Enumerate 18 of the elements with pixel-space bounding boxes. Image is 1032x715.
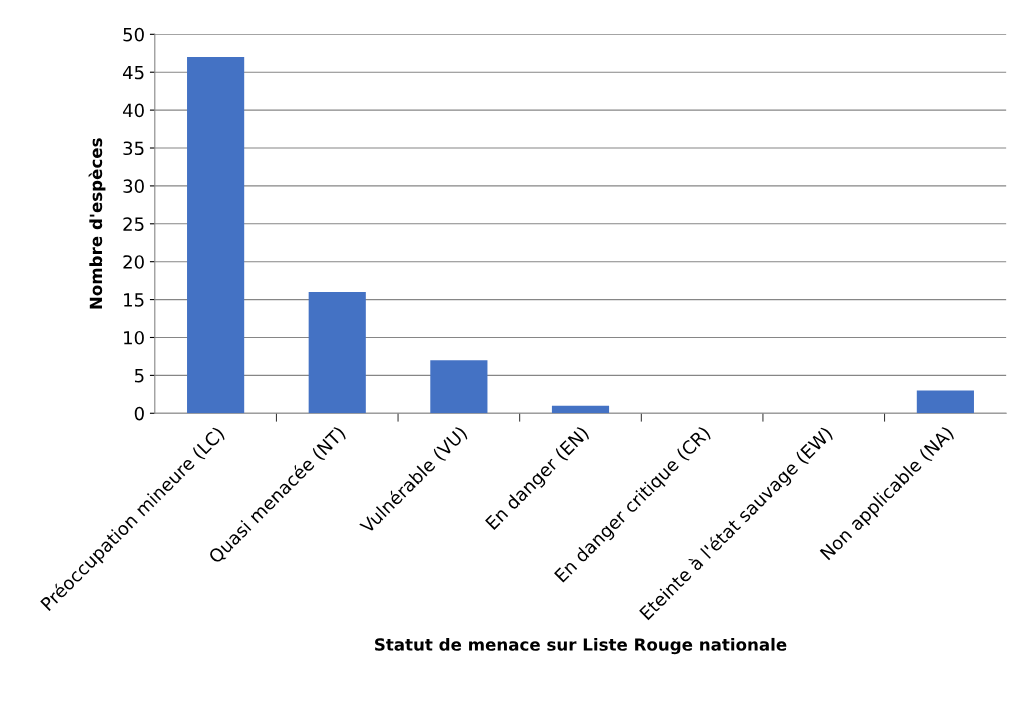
y-tick-label: 20 xyxy=(123,255,144,269)
y-tick-label: 35 xyxy=(123,141,144,156)
bar xyxy=(430,360,488,414)
y-tick-label: 15 xyxy=(124,293,144,307)
y-axis-title: Nombre d'espèces xyxy=(88,138,106,309)
x-axis-title: Statut de menace sur Liste Rouge nationale xyxy=(375,637,787,655)
y-tick-label: 0 xyxy=(134,406,144,421)
y-tick-label: 5 xyxy=(134,369,144,383)
y-tick-label: 25 xyxy=(123,217,144,231)
bar xyxy=(308,292,366,414)
y-tick-label: 50 xyxy=(123,27,144,42)
y-tick-label: 45 xyxy=(122,65,144,80)
y-tick-label: 40 xyxy=(122,103,144,118)
y-tick-label: 10 xyxy=(124,330,144,345)
y-tick-label: 30 xyxy=(123,179,144,194)
bar xyxy=(551,405,610,414)
bar xyxy=(916,390,974,414)
bar xyxy=(187,57,245,414)
